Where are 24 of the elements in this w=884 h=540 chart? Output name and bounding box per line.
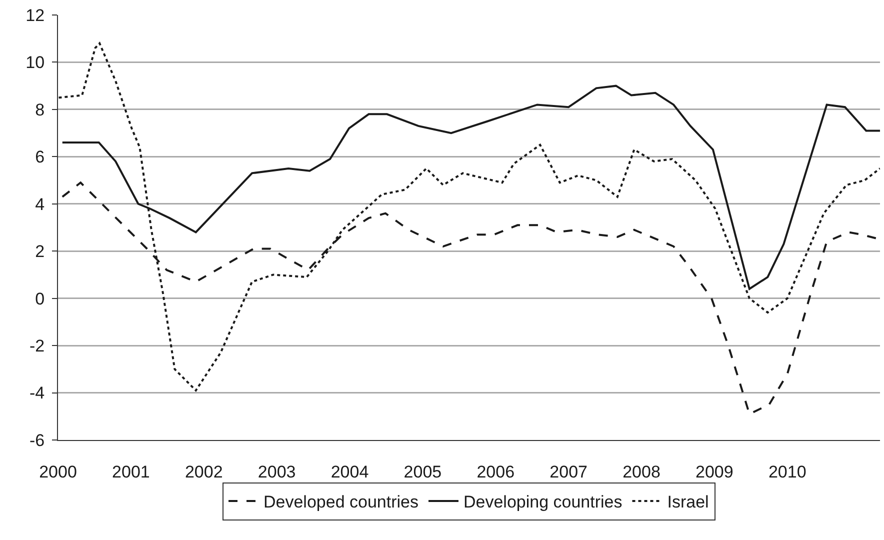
x-tick-label: 2006	[476, 462, 515, 482]
legend-label: Israel	[667, 492, 709, 512]
x-tick-label: 2005	[404, 462, 442, 482]
y-tick-label: 0	[35, 289, 45, 308]
x-tick-label: 2008	[622, 462, 660, 482]
y-tick-label: -2	[29, 336, 45, 356]
y-tick-label: -6	[29, 430, 45, 450]
x-tick-label: 2004	[330, 462, 369, 482]
x-tick-label: 2001	[112, 462, 150, 482]
y-tick-label: 8	[35, 100, 45, 120]
x-tick-label: 2007	[550, 462, 588, 482]
y-tick-label: 6	[35, 148, 45, 167]
y-tick-label: -4	[29, 384, 45, 403]
x-tick-label: 2003	[258, 462, 296, 482]
legend-label: Developed countries	[264, 492, 418, 512]
legend-label: Developing countries	[463, 492, 622, 512]
x-tick-label: 2002	[184, 462, 223, 482]
x-tick-label: 2010	[768, 462, 806, 482]
y-tick-label: 12	[26, 6, 45, 25]
x-tick-label: 2000	[39, 462, 77, 482]
y-tick-label: 2	[35, 242, 45, 262]
y-tick-label: 10	[26, 53, 45, 72]
y-tick-label: 4	[35, 194, 45, 214]
x-tick-label: 2009	[696, 462, 734, 482]
